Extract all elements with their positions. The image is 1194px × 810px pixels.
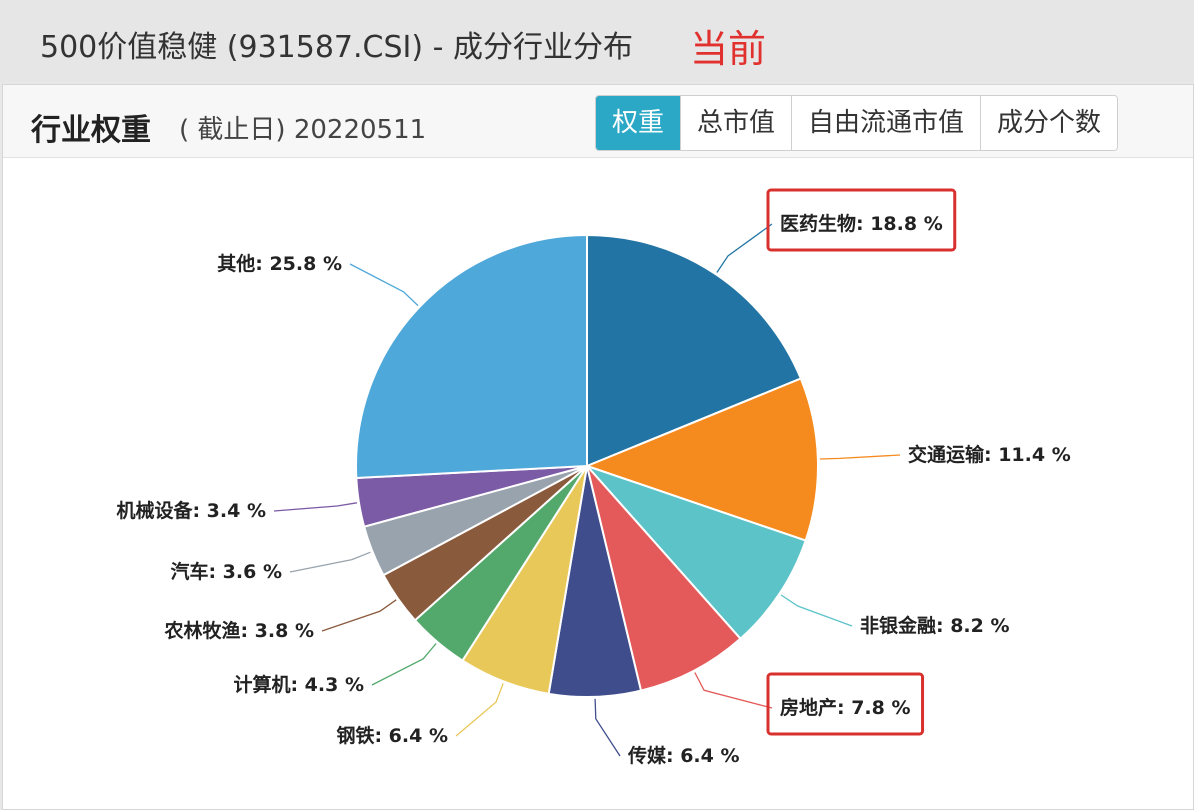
current-tag: 当前 [690, 27, 767, 71]
panel-header: 行业权重 ( 截止日) 20220511 权重 总市值 自由流通市值 成分个数 [3, 85, 1193, 158]
label-slice-2: 非银金融: 8.2 % [860, 614, 1010, 637]
highlight-box-slice-0 [766, 188, 957, 252]
label-slice-0: 医药生物: 18.8 % [780, 212, 943, 235]
as-of-date: ( 截止日) 20220511 [179, 115, 427, 145]
page-title: 500价值稳健 (931587.CSI) - 成分行业分布 [40, 30, 633, 65]
label-slice-1: 交通运输: 11.4 % [908, 443, 1071, 466]
label-slice-6: 计算机: 4.3 % [233, 673, 364, 696]
leader-line-slice-0 [716, 223, 773, 273]
metric-tabs: 权重 总市值 自由流通市值 成分个数 [595, 95, 1119, 151]
label-slice-5: 钢铁: 6.4 % [336, 724, 448, 747]
tab-free-float-market-cap[interactable]: 自由流通市值 [791, 96, 981, 150]
leader-line-slice-3 [694, 672, 773, 709]
label-slice-3: 房地产: 7.8 % [780, 696, 911, 719]
pie-slice-1[interactable] [584, 377, 819, 542]
panel-title: 行业权重 [31, 113, 151, 148]
pie-slice-0[interactable] [586, 233, 803, 468]
pie-slice-3[interactable] [586, 465, 742, 692]
leader-line-slice-6 [371, 643, 437, 686]
leader-line-slice-2 [780, 594, 853, 627]
label-slice-4: 传媒: 6.4 % [627, 744, 740, 767]
tab-weight[interactable]: 权重 [596, 96, 681, 150]
leader-line-slice-8 [289, 551, 371, 573]
label-slice-7: 农林牧渔: 3.8 % [163, 619, 314, 642]
label-slice-8: 汽车: 3.6 % [170, 560, 282, 583]
leader-line-slice-1 [819, 454, 901, 460]
label-slice-9: 机械设备: 3.4 % [116, 499, 266, 522]
leader-line-slice-10 [349, 263, 419, 307]
tab-total-market-cap[interactable]: 总市值 [680, 96, 792, 150]
leader-line-slice-4 [594, 698, 621, 757]
highlight-box-slice-3 [766, 672, 925, 736]
pie-slice-2[interactable] [583, 463, 807, 641]
leader-line-slice-7 [321, 599, 397, 632]
pie-slice-10[interactable] [354, 233, 588, 480]
leader-line-slice-5 [455, 683, 504, 737]
top-bar: 500价值稳健 (931587.CSI) - 成分行业分布 当前 [0, 0, 1194, 82]
label-slice-10: 其他: 25.8 % [217, 252, 342, 275]
leader-line-slice-9 [273, 502, 358, 512]
tab-constituent-count[interactable]: 成分个数 [980, 96, 1118, 150]
